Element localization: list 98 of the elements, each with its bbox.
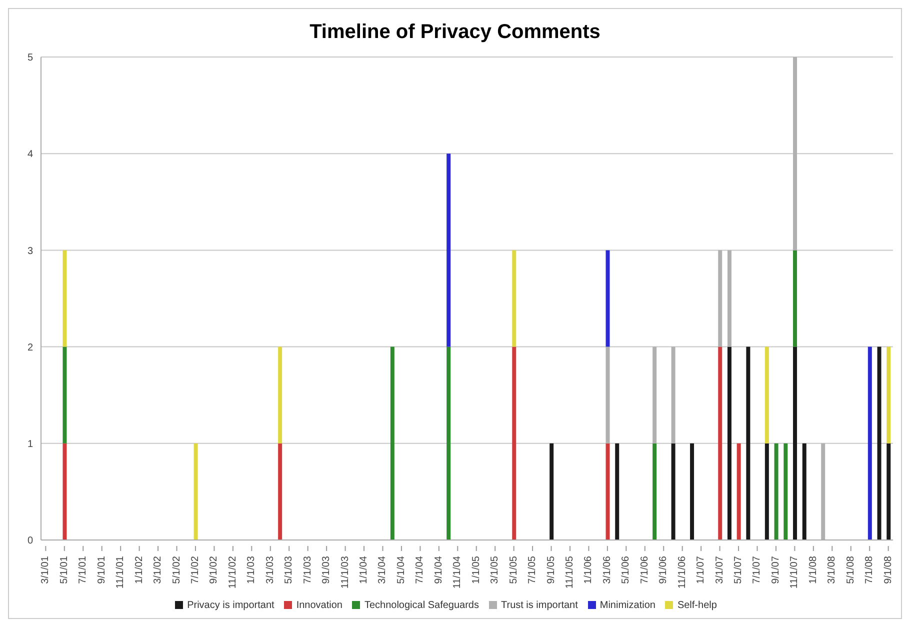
bar xyxy=(671,443,676,540)
x-tick-label: 9/1/01 xyxy=(96,556,108,584)
legend-label: Self-help xyxy=(677,600,717,611)
x-tick-label: 1/1/07 xyxy=(696,556,707,584)
bar xyxy=(512,250,516,347)
x-tick-label: 5/1/01 xyxy=(58,556,70,584)
bar xyxy=(886,443,891,540)
x-tick-label: 5/1/07 xyxy=(733,556,744,584)
y-tick-label: 3 xyxy=(27,246,34,257)
x-tick-label: 11/1/05 xyxy=(564,556,576,589)
bar xyxy=(690,443,694,540)
bar xyxy=(390,346,394,540)
bar xyxy=(512,346,516,540)
x-tick-label: 5/1/03 xyxy=(284,556,295,584)
y-tick-label: 2 xyxy=(27,342,34,354)
bar xyxy=(764,443,769,540)
x-tick-label: 1/1/03 xyxy=(246,556,258,584)
x-tick-label: 11/1/06 xyxy=(676,556,688,589)
bar xyxy=(606,250,610,347)
x-tick-label: 5/1/08 xyxy=(845,556,856,584)
legend-label: Minimization xyxy=(600,600,656,611)
x-tick-label: 7/1/02 xyxy=(190,556,201,584)
x-tick-label: 3/1/07 xyxy=(714,556,726,584)
bar xyxy=(446,346,451,540)
bar xyxy=(652,443,657,540)
bar xyxy=(727,346,732,540)
x-tick-label: 9/1/03 xyxy=(321,556,332,584)
x-tick-label: 7/1/08 xyxy=(864,556,876,584)
x-tick-label: 3/1/01 xyxy=(40,556,52,584)
x-tick-label: 3/1/06 xyxy=(602,556,613,584)
x-tick-label: 1/1/06 xyxy=(583,556,594,584)
bar xyxy=(793,57,798,250)
y-tick-label: 1 xyxy=(27,438,34,450)
bar xyxy=(446,154,451,347)
x-tick-label: 3/1/04 xyxy=(377,556,388,584)
bar xyxy=(718,346,722,540)
bar xyxy=(736,443,741,540)
bar xyxy=(606,443,610,540)
x-tick-label: 7/1/06 xyxy=(639,556,650,584)
x-tick-label: 9/1/02 xyxy=(208,556,220,584)
x-tick-label: 7/1/07 xyxy=(752,556,763,584)
bar xyxy=(784,443,788,540)
bar xyxy=(652,346,657,444)
bar xyxy=(886,346,891,444)
x-tick-label: 7/1/05 xyxy=(527,556,538,584)
bar xyxy=(278,443,282,540)
x-tick-label: 5/1/02 xyxy=(171,556,182,584)
chart-title: Timeline of Privacy Comments xyxy=(308,20,602,45)
bar xyxy=(671,346,676,444)
legend-label: Trust is important xyxy=(501,600,578,611)
bar xyxy=(615,443,620,540)
bar xyxy=(727,250,732,347)
x-tick-label: 11/1/02 xyxy=(227,556,238,589)
bar xyxy=(606,346,610,444)
bar xyxy=(793,250,798,347)
x-tick-label: 3/1/03 xyxy=(264,556,276,584)
bar xyxy=(868,346,872,540)
x-tick-label: 9/1/04 xyxy=(433,556,444,584)
bar xyxy=(802,443,806,540)
x-tick-label: 1/1/08 xyxy=(808,556,819,584)
x-tick-label: 7/1/03 xyxy=(302,556,314,584)
x-tick-label: 9/1/06 xyxy=(658,556,670,584)
x-tick-label: 5/1/06 xyxy=(620,556,632,584)
legend-label: Privacy is important xyxy=(187,600,274,611)
bar xyxy=(194,443,198,540)
x-tick-label: 7/1/04 xyxy=(414,556,426,584)
x-tick-label: 9/1/05 xyxy=(546,556,557,584)
y-tick-label: 0 xyxy=(27,536,34,547)
legend-label: Technological Safeguards xyxy=(364,600,479,611)
x-tick-label: 1/1/02 xyxy=(134,556,145,584)
x-tick-label: 1/1/05 xyxy=(470,556,482,584)
bar xyxy=(746,346,750,540)
x-tick-label: 3/1/05 xyxy=(490,556,501,584)
bar xyxy=(764,346,769,444)
x-tick-label: 11/1/04 xyxy=(452,556,464,589)
bar xyxy=(62,346,67,444)
legend-label: Innovation xyxy=(296,600,342,611)
bar xyxy=(550,443,554,540)
x-tick-label: 11/1/03 xyxy=(340,556,351,589)
bar xyxy=(62,443,67,540)
x-tick-label: 7/1/01 xyxy=(78,556,89,584)
x-tick-label: 11/1/07 xyxy=(789,556,800,589)
x-tick-label: 9/1/08 xyxy=(882,556,894,584)
x-tick-label: 5/1/04 xyxy=(396,556,407,584)
y-tick-label: 4 xyxy=(27,149,34,160)
x-tick-label: 1/1/04 xyxy=(358,556,370,584)
x-tick-label: 11/1/01 xyxy=(115,556,126,589)
bar xyxy=(718,250,722,347)
bar xyxy=(877,346,882,540)
bar xyxy=(774,443,778,540)
x-tick-label: 3/1/02 xyxy=(152,556,164,584)
bar xyxy=(62,250,67,347)
bar xyxy=(278,346,282,444)
bar xyxy=(793,346,798,540)
x-tick-label: 3/1/08 xyxy=(826,556,838,584)
y-tick-label: 5 xyxy=(27,52,34,64)
x-tick-label: 5/1/05 xyxy=(508,556,520,584)
x-tick-label: 9/1/07 xyxy=(770,556,782,584)
